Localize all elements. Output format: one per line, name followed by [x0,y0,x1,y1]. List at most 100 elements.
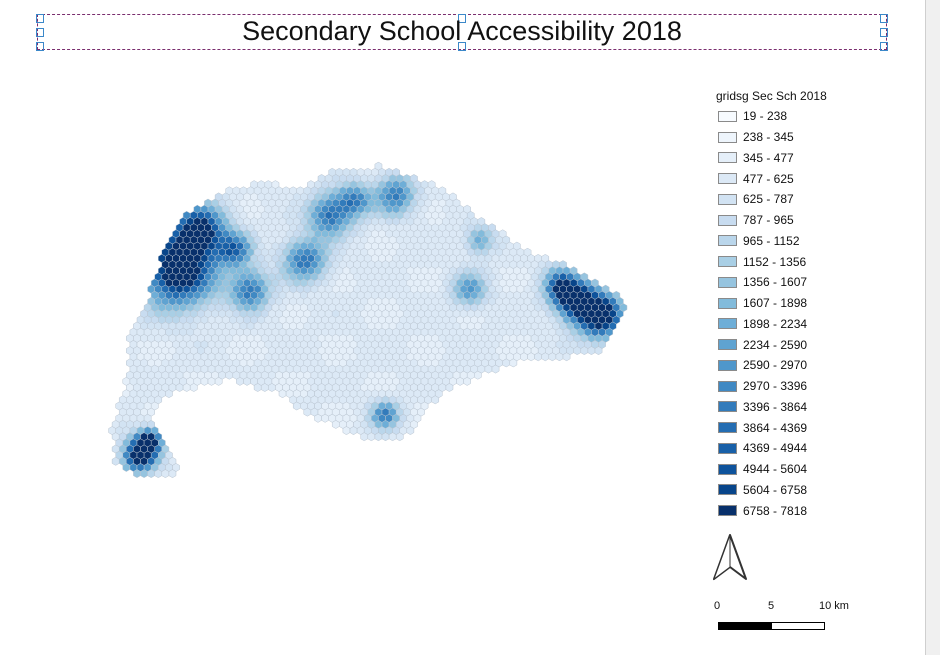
map-title: Secondary School Accessibility 2018 [242,16,682,46]
legend-item: 1356 - 1607 [716,272,827,293]
legend-swatch [718,359,737,371]
legend-item: 787 - 965 [716,210,827,231]
legend-item: 3396 - 3864 [716,397,827,418]
scale-label-5: 5 [768,600,775,612]
hex-cell [111,456,120,466]
hex-cell [594,346,603,355]
hex-cell [562,352,571,362]
legend-label: 1356 - 1607 [743,275,808,290]
hex-cell [502,358,511,368]
hex-cell [165,389,173,399]
legend-item: 1898 - 2234 [716,314,827,335]
hex-cell [214,377,223,386]
resize-handle-bottom-left[interactable] [36,42,44,51]
hexagon-grid-map [108,161,628,478]
hex-cell [367,432,376,442]
legend-label: 2970 - 3396 [743,379,808,394]
scale-label-0: 0 [714,600,721,612]
scale-segment-white [771,622,825,630]
hex-cell [154,469,163,478]
resize-handle-bottom-right[interactable] [880,42,888,51]
hex-cell [381,432,390,442]
resize-handle-top-right[interactable] [880,14,888,23]
hex-cell [253,383,262,392]
legend-item: 6758 - 7818 [716,500,827,521]
legend-item: 1607 - 1898 [716,293,827,314]
hex-cell [260,383,269,392]
hex-cell [431,395,440,405]
legend-swatch [718,422,737,434]
hex-cell [573,346,582,355]
legend-label: 2234 - 2590 [743,337,808,352]
resize-handle-bottom-center[interactable] [458,42,466,51]
legend-label: 1607 - 1898 [743,296,808,311]
legend-swatch [718,401,737,413]
legend-item: 477 - 625 [716,168,827,189]
legend-swatch [718,214,737,226]
legend-label: 3396 - 3864 [743,399,808,414]
hex-cell [342,426,351,435]
hex-cell [200,377,209,386]
scale-segment-black [718,622,772,630]
hex-cell [243,377,251,386]
legend-swatch [718,235,737,247]
legend-swatch [718,152,737,164]
hex-cell [406,426,415,435]
legend-label: 345 - 477 [743,150,794,165]
legend-label: 477 - 625 [743,171,794,186]
resize-handle-mid-right[interactable] [880,28,888,37]
hex-cell [189,383,198,392]
legend-swatch [718,339,737,351]
resize-handle-mid-left[interactable] [36,28,44,37]
hex-cell [133,469,141,478]
hex-cell [168,469,177,478]
legend-swatch [718,173,737,185]
legend-label: 6758 - 7818 [743,503,808,518]
legend-item: 2970 - 3396 [716,376,827,397]
legend-swatch [718,463,737,475]
legend-item: 345 - 477 [716,148,827,169]
hex-cell [331,420,340,429]
legend-swatch [718,131,737,143]
hex-cell [534,352,542,362]
legend-label: 238 - 345 [743,130,794,145]
scale-bar: 0 5 10 km [712,600,862,640]
hex-cell [474,370,482,380]
hex-cell [388,432,397,442]
hex-cell [182,383,191,392]
legend-swatch [718,505,737,517]
hex-cell [587,346,596,355]
legend[interactable]: gridsg Sec Sch 2018 19 - 238 238 - 345 345… [716,88,827,521]
legend-label: 3864 - 4369 [743,420,808,435]
hex-cell [236,377,244,386]
hex-cell [314,413,322,423]
north-arrow-icon [712,534,747,581]
hex-cell [548,352,557,362]
hex-cell [292,401,301,411]
resize-handle-top-left[interactable] [36,14,44,23]
resize-handle-top-center[interactable] [458,14,466,23]
legend-title: gridsg Sec Sch 2018 [716,89,827,103]
hex-cell [360,432,369,442]
legend-label: 4369 - 4944 [743,441,808,456]
legend-swatch [718,256,737,268]
hex-cell [555,352,564,362]
legend-label: 965 - 1152 [743,233,800,248]
hex-cell [445,383,454,392]
hex-cell [520,352,528,362]
hex-cell [491,364,500,374]
legend-item: 625 - 787 [716,189,827,210]
hex-cell [484,364,493,374]
hex-cell [225,370,234,380]
hex-cell [303,407,312,417]
hex-cell [321,413,329,423]
hex-cell [527,352,535,362]
legend-label: 2590 - 2970 [743,358,808,373]
hex-cell [268,383,276,392]
hex-cell [374,432,383,442]
hex-cell [463,377,471,386]
hex-cell [349,426,358,435]
hex-cell [395,432,404,442]
legend-label: 19 - 238 [743,109,788,124]
legend-label: 625 - 787 [743,192,794,207]
